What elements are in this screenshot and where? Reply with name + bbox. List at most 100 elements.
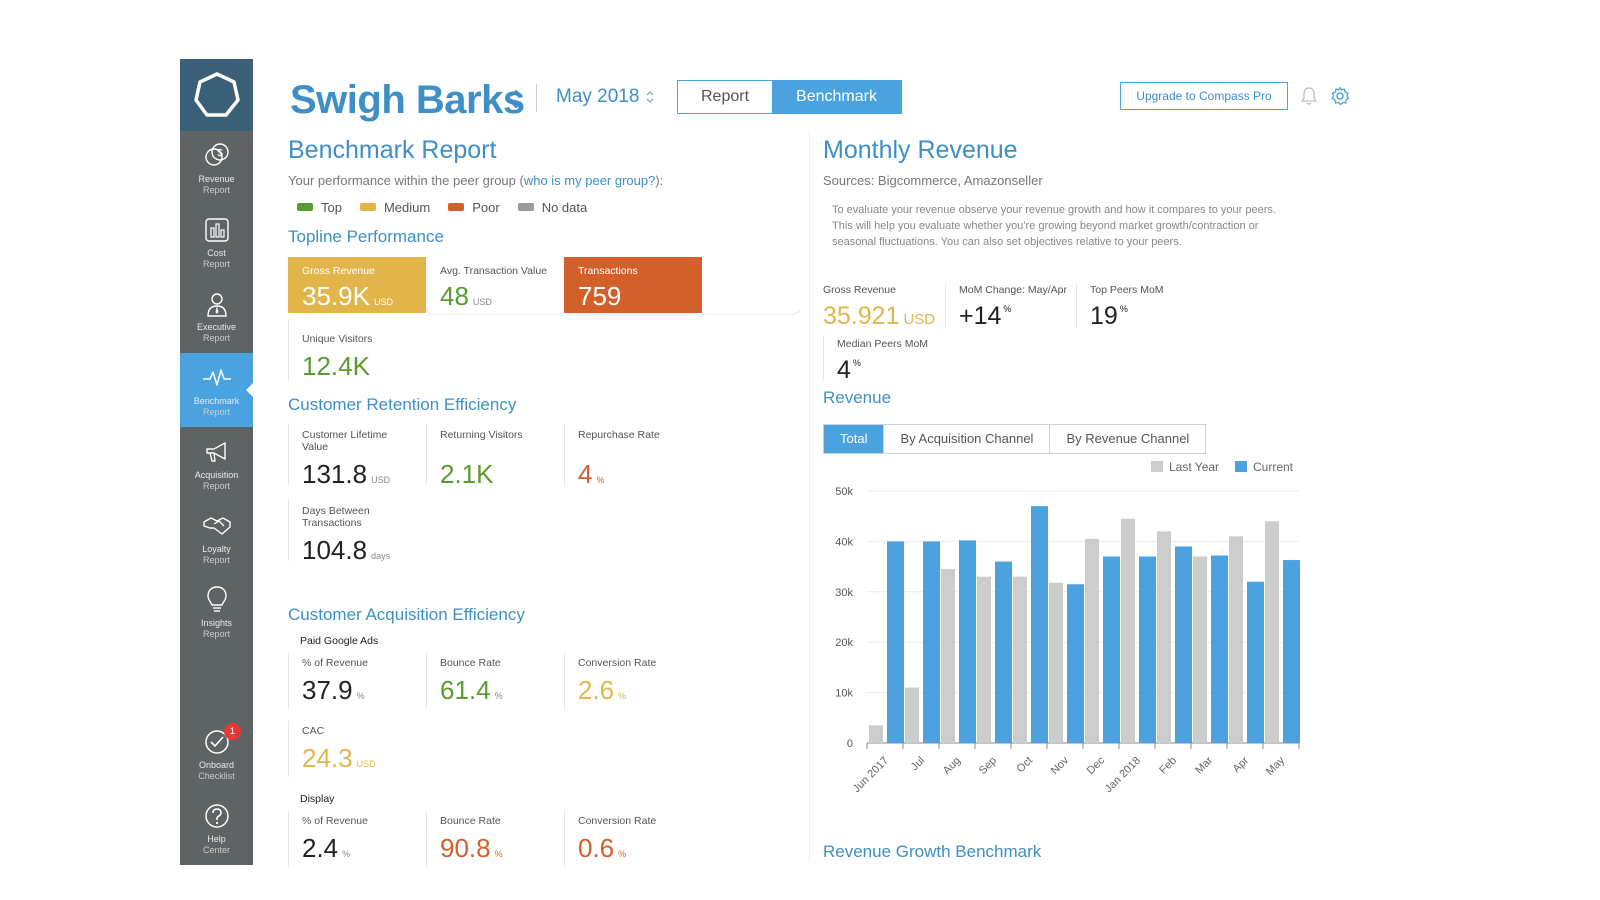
display-conversion-rate-card[interactable]: Conversion Rate 0.6%	[578, 815, 657, 863]
bar-current	[995, 561, 1012, 743]
x-tick-label: Dec	[1085, 754, 1108, 777]
legend-item: Top	[297, 200, 342, 215]
paid-cac-card[interactable]: CAC 24.3 USD	[302, 725, 376, 773]
tab-total[interactable]: Total	[824, 425, 885, 453]
sidebar: $ Revenue Report Cost Report Executive Report B…	[180, 59, 254, 865]
legend-swatch	[517, 203, 534, 211]
sidebar-item-acquisition[interactable]: Acquisition Report	[180, 427, 253, 501]
sidebar-item-label: Help	[207, 833, 226, 844]
paid-conversion-rate-card[interactable]: Conversion Rate 2.6%	[578, 657, 657, 705]
sidebar-item-insights[interactable]: Insights Report	[180, 575, 253, 649]
topline-title: Topline Performance	[288, 227, 444, 246]
avg-transaction-card[interactable]: Avg. Transaction Value 48 USD	[440, 265, 548, 311]
clv-value: 131.8	[302, 459, 368, 489]
chevron-updown-icon[interactable]	[508, 86, 524, 112]
revenue-subtitle: Revenue	[823, 388, 892, 407]
sidebar-item-benchmark[interactable]: Benchmark Report	[180, 353, 254, 427]
handshake-icon	[202, 511, 232, 541]
bar-last-year	[977, 576, 991, 743]
legend-swatch	[359, 203, 376, 211]
mom-change-stat: MoM Change: May/Apr +14%	[959, 284, 1067, 330]
gross-revenue-card[interactable]: Gross Revenue 35.9K USD	[288, 257, 426, 313]
y-tick-label: 50k	[835, 486, 853, 498]
question-circle-icon	[202, 801, 232, 831]
returning-visitors-value: 2.1K	[440, 459, 494, 489]
x-tick-label: Nov	[1049, 754, 1072, 777]
gear-icon[interactable]	[1330, 86, 1350, 106]
display-title: Display	[300, 793, 335, 805]
brand-name[interactable]: Swigh Barks	[290, 78, 525, 122]
legend-label: Last Year	[1169, 461, 1219, 474]
logo[interactable]	[180, 59, 253, 131]
bell-icon[interactable]	[1300, 86, 1318, 106]
sidebar-item-help[interactable]: Help Center	[180, 791, 253, 865]
sidebar-item-cost[interactable]: Cost Report	[180, 205, 253, 279]
bar-current	[1247, 581, 1264, 743]
days-between-card[interactable]: Days Between Transactions 104.8 days	[302, 505, 391, 565]
bar-last-year	[905, 687, 919, 743]
legend-item: Medium	[359, 200, 430, 215]
page-title: Benchmark Report	[288, 136, 497, 164]
sidebar-item-executive[interactable]: Executive Report	[180, 279, 253, 353]
tab-benchmark[interactable]: Benchmark	[772, 81, 901, 113]
bar-last-year	[1121, 518, 1135, 743]
returning-visitors-card[interactable]: Returning Visitors 2.1K	[426, 421, 564, 498]
notification-badge: 1	[224, 723, 241, 740]
bar-current	[1211, 555, 1228, 743]
sidebar-item-sublabel: Report	[202, 406, 230, 417]
header: Swigh Barks May 2018 Report Benchmark Up…	[290, 72, 1370, 124]
bar-current	[1139, 556, 1156, 743]
sidebar-item-loyalty[interactable]: Loyalty Report	[180, 501, 253, 575]
display-bounce-rate-card[interactable]: Bounce Rate 90.8%	[440, 815, 503, 863]
x-tick-label: Jan 2018	[1103, 755, 1143, 795]
display-pct-revenue-card[interactable]: % of Revenue 2.4%	[302, 815, 368, 863]
sidebar-item-onboard[interactable]: 1 Onboard Checklist	[180, 717, 253, 791]
gross-revenue-value: 35.9K	[302, 281, 370, 311]
x-tick-label: Mar	[1193, 754, 1215, 776]
top-peers-stat: Top Peers MoM 19%	[1090, 284, 1164, 330]
x-tick-label: Aug	[941, 755, 963, 777]
y-tick-label: 40k	[835, 536, 853, 548]
legend-item: Poor	[448, 200, 500, 215]
upgrade-button[interactable]: Upgrade to Compass Pro	[1120, 82, 1288, 110]
bar-current	[1103, 556, 1120, 743]
megaphone-icon	[202, 437, 232, 467]
revenue-description: To evaluate your revenue observe your re…	[832, 204, 1276, 248]
month-chevron-icon[interactable]	[645, 89, 655, 105]
month-selector[interactable]: May 2018	[556, 86, 640, 107]
revenue-tabs: Total By Acquisition Channel By Revenue …	[823, 424, 1207, 454]
tab-by-revenue-channel[interactable]: By Revenue Channel	[1066, 431, 1190, 446]
avg-transaction-value: 48	[440, 281, 469, 311]
dollar-coins-icon: $	[202, 141, 232, 171]
legend-item: No data	[517, 200, 587, 215]
clv-card[interactable]: Customer Lifetime Value 131.8 USD	[302, 429, 391, 489]
repurchase-rate-card[interactable]: Repurchase Rate 4%	[578, 429, 660, 489]
legend-swatch	[448, 203, 465, 211]
unique-visitors-card[interactable]: Unique Visitors 12.4K	[288, 325, 426, 390]
paid-google-title: Paid Google Ads	[300, 635, 379, 647]
peer-group-link[interactable]: who is my peer group?	[523, 173, 656, 188]
bar-current	[1031, 506, 1048, 743]
revenue-chart: 0 10k 20k 30k 40k 50k Jun 2017 Jul Aug Sep Oct Nov D…	[823, 460, 1323, 806]
topline-connector	[425, 308, 801, 315]
sidebar-item-sublabel: Report	[202, 628, 230, 639]
y-tick-label: 0	[847, 738, 853, 750]
sidebar-item-label: Loyalty	[202, 543, 231, 554]
paid-bounce-rate-card[interactable]: Bounce Rate 61.4%	[440, 657, 503, 705]
sidebar-item-label: Revenue	[198, 173, 235, 184]
retention-title: Customer Retention Efficiency	[288, 395, 517, 414]
sidebar-item-label: Acquisition	[194, 469, 239, 480]
monthly-revenue-panel: Monthly Revenue Sources: Bigcommerce, Am…	[823, 136, 1323, 861]
paid-pct-revenue-card[interactable]: % of Revenue 37.9%	[302, 657, 368, 705]
y-tick-label: 20k	[835, 637, 853, 649]
tab-report[interactable]: Report	[678, 81, 772, 113]
transactions-card[interactable]: Transactions 759	[564, 257, 702, 313]
svg-text:$: $	[217, 148, 223, 159]
sidebar-item-revenue[interactable]: $ Revenue Report	[180, 131, 253, 205]
tab-by-acquisition-channel[interactable]: By Acquisition Channel	[884, 425, 1051, 453]
pulse-icon	[202, 363, 232, 393]
bar-last-year	[1193, 556, 1207, 743]
x-tick-label: Jul	[909, 755, 927, 773]
x-tick-label: Apr	[1231, 754, 1252, 775]
legend-label: Current	[1253, 461, 1294, 474]
